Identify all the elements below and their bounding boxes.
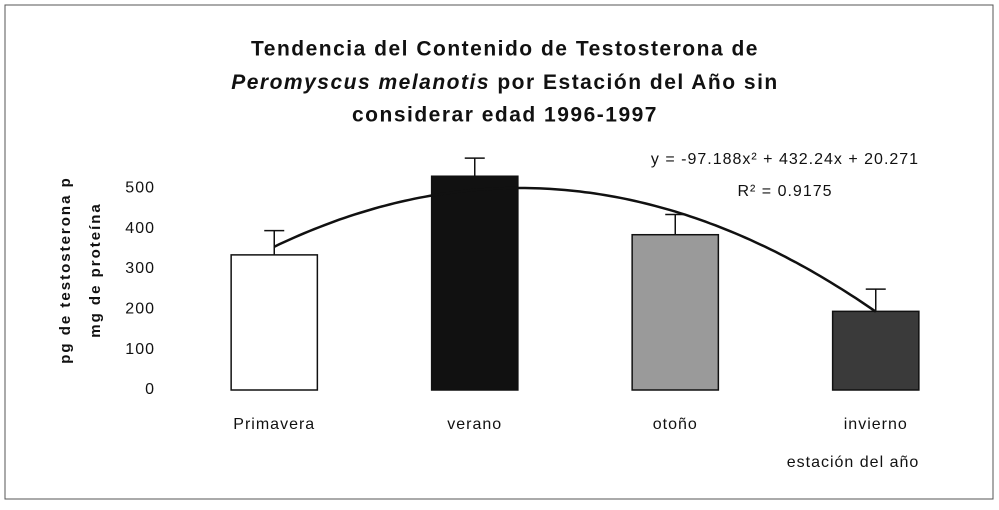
x-axis-label: estación del año — [787, 454, 920, 471]
bar — [230, 254, 319, 391]
error-bar — [264, 229, 285, 255]
y-tick-label: 0 — [145, 381, 155, 398]
y-tick-label: 300 — [125, 260, 155, 277]
bar — [430, 175, 519, 391]
bar — [631, 233, 720, 391]
trend-r2: R² = 0.9175 — [737, 183, 832, 200]
y-tick-label: 400 — [125, 220, 155, 237]
chart-title: considerar edad 1996-1997 — [352, 104, 658, 127]
chart-title: Peromyscus melanotis por Estación del Añ… — [231, 71, 779, 94]
x-tick-label: Primavera — [233, 416, 315, 433]
x-tick-label: verano — [447, 416, 502, 433]
error-bar — [865, 288, 886, 312]
y-tick-label: 500 — [125, 180, 155, 197]
chart-title: Tendencia del Contenido de Testosterona … — [251, 38, 759, 61]
trend-equation: y = -97.188x² + 432.24x + 20.271 — [651, 151, 919, 168]
title-italic: Peromyscus melanotis — [231, 71, 490, 94]
y-axis-label: mg de proteína — [87, 202, 104, 338]
bar — [831, 310, 920, 391]
y-tick-label: 100 — [125, 341, 155, 358]
x-tick-label: invierno — [844, 416, 908, 433]
y-tick-label: 200 — [125, 301, 155, 318]
y-axis-label: pg de testosterona p — [57, 176, 74, 364]
error-bar — [464, 157, 485, 177]
trendline — [273, 186, 877, 313]
x-tick-label: otoño — [653, 416, 698, 433]
title-part: por Estación del Año sin — [497, 71, 778, 94]
